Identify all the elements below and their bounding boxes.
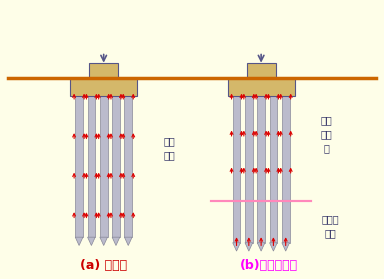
Polygon shape — [100, 237, 108, 246]
Polygon shape — [112, 237, 120, 246]
Bar — [89, 63, 118, 78]
FancyBboxPatch shape — [233, 96, 240, 243]
Bar — [227, 78, 295, 96]
Bar — [247, 63, 275, 78]
Polygon shape — [257, 243, 265, 251]
Text: 较坚硬
土层: 较坚硬 土层 — [321, 214, 339, 238]
Polygon shape — [233, 243, 240, 251]
FancyBboxPatch shape — [282, 96, 290, 243]
FancyBboxPatch shape — [257, 96, 265, 243]
FancyBboxPatch shape — [124, 96, 132, 237]
Polygon shape — [282, 243, 290, 251]
FancyBboxPatch shape — [88, 96, 95, 237]
Polygon shape — [245, 243, 253, 251]
Polygon shape — [270, 243, 277, 251]
Text: 软弱
土层: 软弱 土层 — [163, 136, 175, 160]
FancyBboxPatch shape — [270, 96, 277, 243]
FancyBboxPatch shape — [75, 96, 83, 237]
Text: 较软
弱土
层: 较软 弱土 层 — [321, 115, 332, 153]
Text: (a) 摩擦桩: (a) 摩擦桩 — [80, 259, 127, 271]
FancyBboxPatch shape — [245, 96, 253, 243]
Text: (b)端承摩擦桩: (b)端承摩擦桩 — [240, 259, 298, 271]
FancyBboxPatch shape — [100, 96, 108, 237]
Polygon shape — [124, 237, 132, 246]
Polygon shape — [88, 237, 95, 246]
Bar — [70, 78, 137, 96]
Polygon shape — [75, 237, 83, 246]
FancyBboxPatch shape — [112, 96, 120, 237]
